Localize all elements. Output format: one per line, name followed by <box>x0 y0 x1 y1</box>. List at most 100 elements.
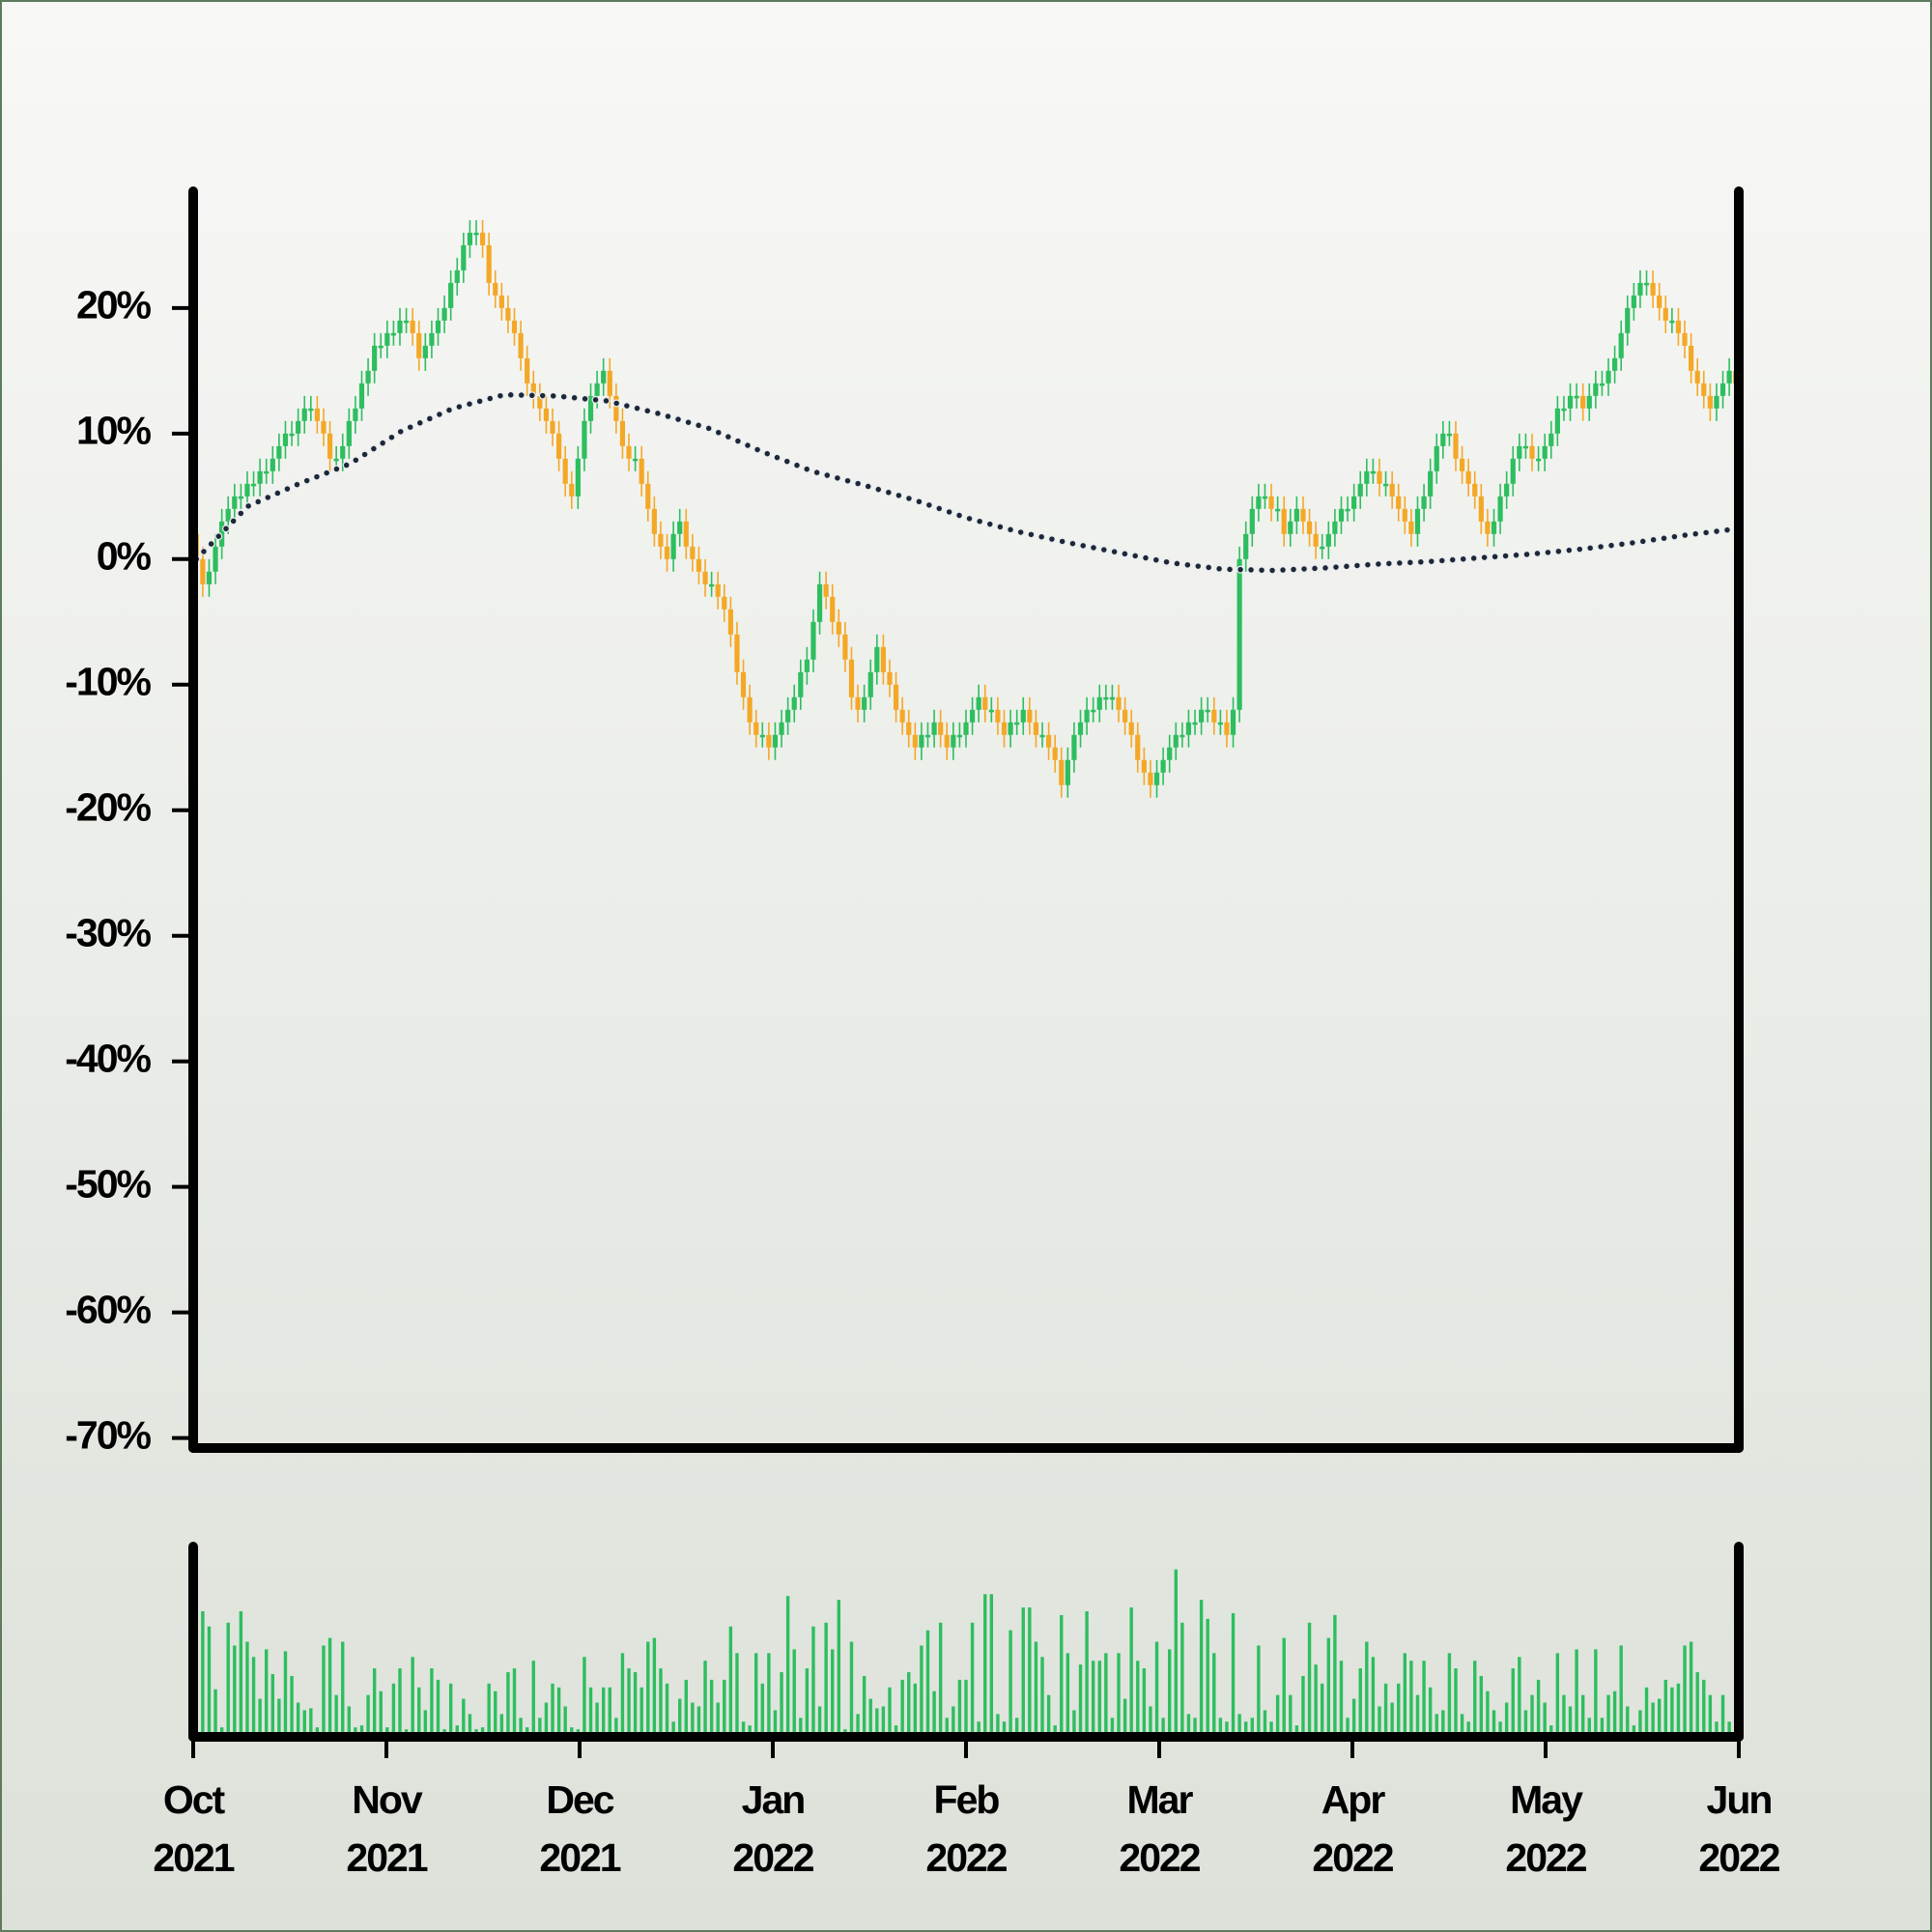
volume-bar <box>1097 1661 1101 1737</box>
volume-bar <box>582 1657 586 1737</box>
candle-body <box>988 709 994 713</box>
candle-body <box>390 332 397 336</box>
y-tick-label: -30% <box>65 911 151 955</box>
candle-body <box>448 282 454 308</box>
candle-body <box>1453 433 1459 459</box>
candle-body <box>1199 709 1205 723</box>
volume-bar <box>1473 1661 1477 1737</box>
candle-body <box>982 696 988 710</box>
candle-body <box>1593 383 1599 396</box>
volume-bar <box>1644 1687 1649 1737</box>
volume-bar <box>372 1668 377 1737</box>
volume-bar <box>1021 1607 1025 1737</box>
candle-body <box>498 295 504 308</box>
volume-bar <box>1511 1668 1515 1737</box>
candle-body <box>880 646 887 672</box>
volume-bar <box>723 1679 726 1737</box>
candle-body <box>734 634 740 672</box>
candle-body <box>1561 408 1567 412</box>
volume-bar <box>1289 1694 1293 1737</box>
candle-body <box>848 659 855 697</box>
candle-body <box>912 734 918 748</box>
volume-bar <box>646 1641 650 1737</box>
volume-bar <box>1403 1653 1407 1737</box>
volume-bar <box>334 1694 338 1737</box>
volume-bar <box>1486 1690 1490 1737</box>
volume-bar <box>1378 1706 1381 1737</box>
candle-body <box>276 445 282 459</box>
candle-body <box>403 320 410 324</box>
volume-bar <box>608 1687 611 1737</box>
candle-body <box>976 696 981 710</box>
volume-bar <box>1498 1721 1502 1737</box>
candle-body <box>1714 395 1719 409</box>
volume-bar <box>957 1679 962 1737</box>
volume-bar <box>1683 1645 1687 1737</box>
volume-bar <box>1206 1618 1209 1737</box>
candle-body <box>1580 395 1586 409</box>
candle-body <box>282 433 289 446</box>
volume-bar <box>837 1600 841 1737</box>
volume-bar <box>207 1626 212 1737</box>
candle-body <box>1631 295 1636 308</box>
volume-bar <box>462 1698 466 1737</box>
volume-bar <box>849 1641 854 1737</box>
volume-bar <box>1492 1710 1496 1737</box>
volume-bar <box>1695 1672 1699 1737</box>
candle-body <box>1377 470 1382 484</box>
volume-bar <box>1689 1641 1693 1737</box>
candle-body <box>1071 734 1077 760</box>
moving-average-outline <box>192 390 1740 575</box>
candle-body <box>1357 483 1363 497</box>
candle-body <box>1650 282 1656 296</box>
x-tick-label: 2022 <box>1505 1835 1586 1880</box>
volume-bar <box>233 1645 237 1737</box>
volume-bar <box>556 1687 561 1737</box>
candle-body <box>1465 470 1471 484</box>
candle-body <box>619 420 626 446</box>
candle-body <box>715 583 721 597</box>
volume-bar <box>588 1687 593 1737</box>
volume-bar <box>277 1698 281 1737</box>
volume-bar <box>627 1668 631 1737</box>
volume-bar <box>1212 1653 1216 1737</box>
candle-body <box>429 332 435 346</box>
candle-body <box>213 546 218 572</box>
candle-body <box>301 408 307 421</box>
candle-body <box>1249 508 1255 534</box>
candle-body <box>906 722 912 735</box>
volume-bar <box>1632 1725 1636 1737</box>
volume-bar <box>309 1708 313 1737</box>
volume-bar <box>767 1653 771 1737</box>
volume-bar <box>983 1594 987 1737</box>
volume-bar <box>785 1596 790 1737</box>
volume-bar <box>938 1622 943 1737</box>
candle-body <box>683 521 689 547</box>
volume-bar <box>1174 1569 1178 1737</box>
volume-bar <box>696 1706 701 1737</box>
volume-bar <box>1231 1612 1236 1737</box>
candle-body <box>1618 332 1624 358</box>
volume-bar <box>302 1710 306 1737</box>
candle-body <box>791 696 797 710</box>
candle-body <box>1542 445 1548 459</box>
volume-bar <box>379 1690 383 1737</box>
volume-bar <box>251 1657 256 1737</box>
volume-bar <box>735 1653 739 1737</box>
candle-body <box>1517 445 1522 459</box>
volume-bar <box>964 1679 968 1737</box>
candle-body <box>1535 458 1542 462</box>
candle-body <box>1459 458 1465 471</box>
candle-body <box>956 734 963 738</box>
volume-bar <box>652 1637 657 1737</box>
volume-bar <box>970 1622 975 1737</box>
candle-body <box>804 659 810 672</box>
volume-bar <box>1078 1664 1083 1737</box>
candle-body <box>1306 521 1313 534</box>
candle-body <box>1224 722 1230 735</box>
volume-bar <box>366 1694 370 1737</box>
candle-body <box>1485 521 1491 534</box>
candle-body <box>893 684 899 710</box>
candle-body <box>1625 307 1631 333</box>
candle-body <box>486 244 492 283</box>
